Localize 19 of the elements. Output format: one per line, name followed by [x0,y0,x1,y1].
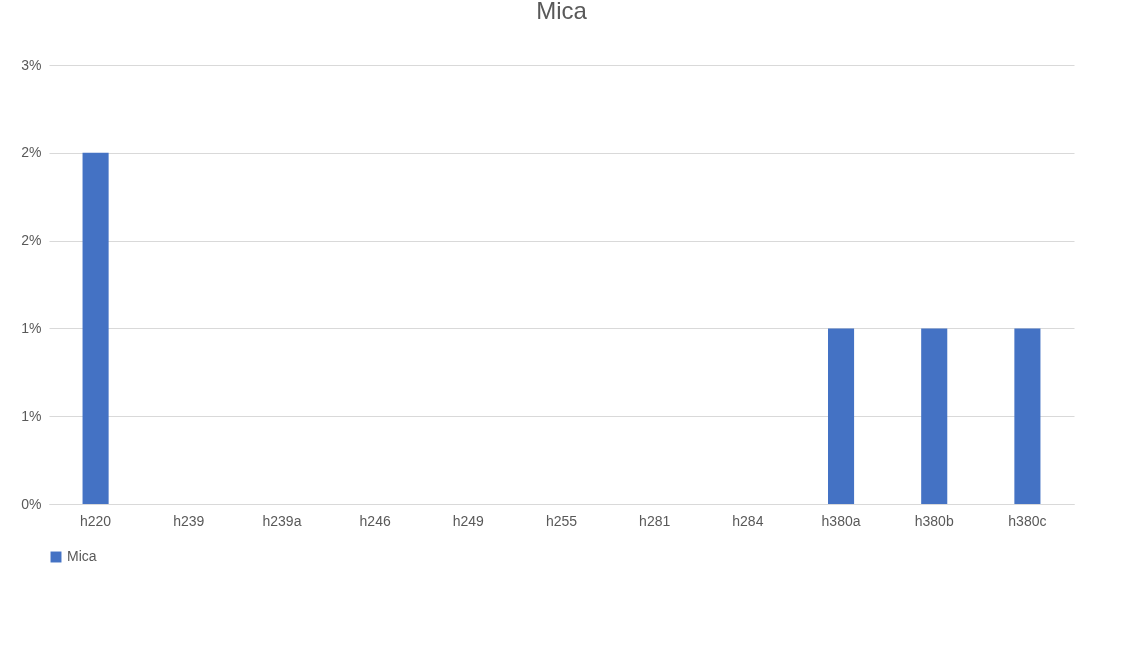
x-tick-label: h255 [545,512,578,529]
x-tick-label: h380b [914,512,954,529]
y-tick-label: 2% [21,232,42,249]
x-tick-label: h380c [1008,512,1047,529]
x-tick-label: h281 [639,512,671,529]
y-tick-label: 2% [21,144,42,161]
x-tick-label: h239 [173,512,205,529]
legend-label: Mica [67,548,97,564]
y-tick-label: 1% [21,407,42,424]
x-tick-label: h220 [80,512,112,529]
x-tick-label: h246 [359,512,391,529]
x-tick-label: h249 [452,512,485,529]
x-tick-label: h239a [262,512,302,529]
x-tick-label: h380a [821,512,861,529]
chart-title: Mica [536,0,588,24]
x-tick-label: h284 [732,512,764,529]
y-tick-label: 1% [21,319,42,336]
y-tick-label: 3% [21,56,42,73]
y-tick-label: 0% [21,495,42,512]
